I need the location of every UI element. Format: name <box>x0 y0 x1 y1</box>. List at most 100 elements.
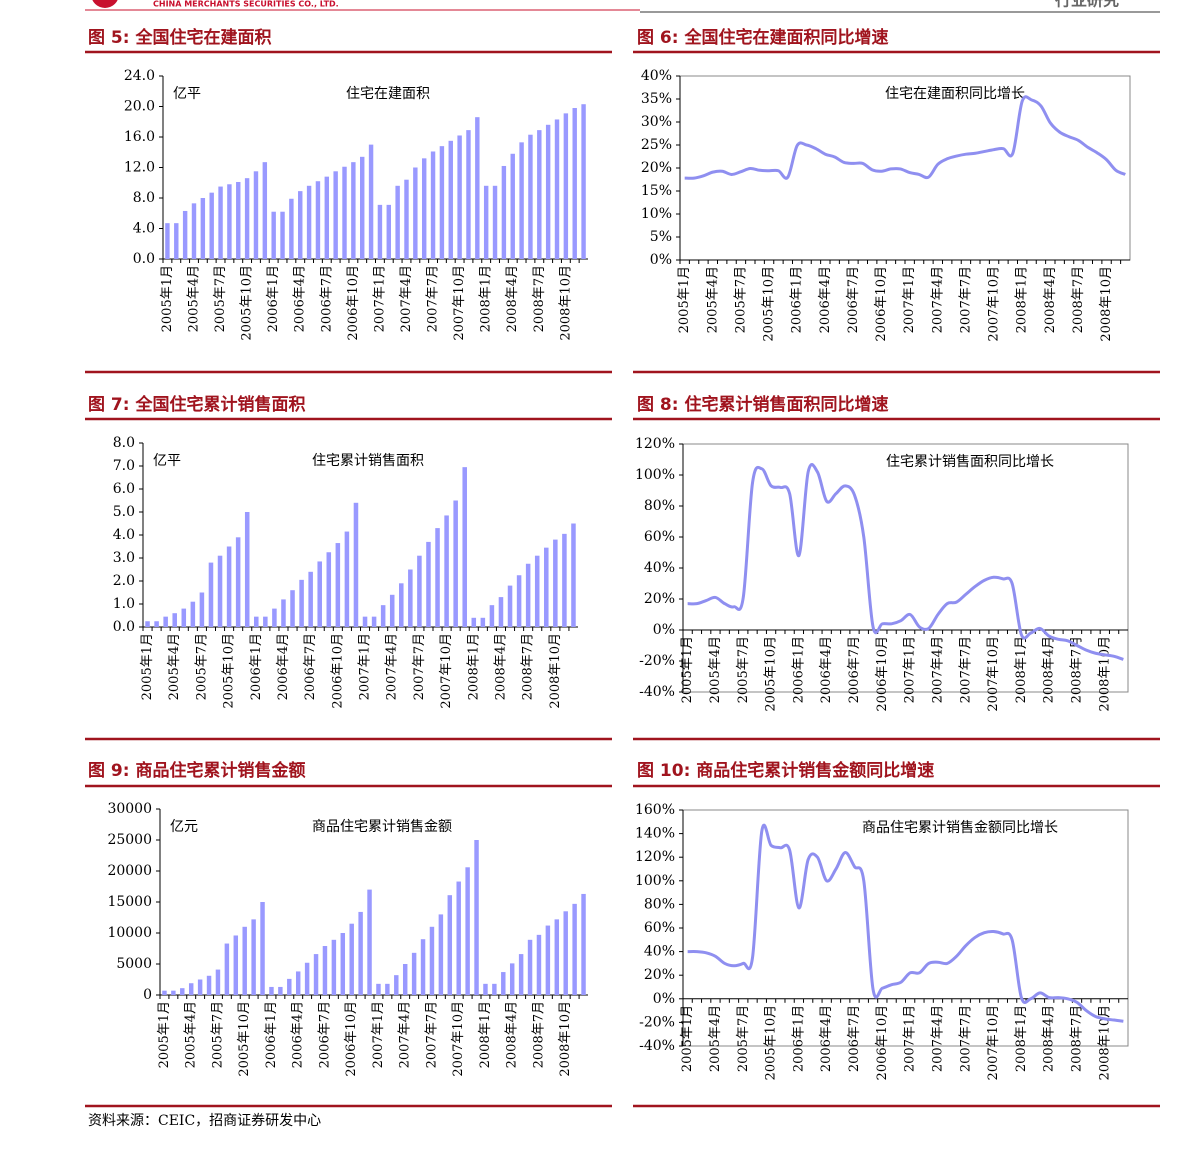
bar <box>162 990 167 995</box>
y-tick-label: 15% <box>641 183 672 199</box>
x-tick-label: 2007年10月 <box>439 633 454 709</box>
bar <box>444 515 449 627</box>
series-name: 住宅累计销售面积 <box>312 453 424 469</box>
x-tick-label: 2007年7月 <box>958 636 973 703</box>
x-tick-label: 2006年4月 <box>293 265 308 332</box>
bar <box>208 562 214 627</box>
x-tick-label: 2005年4月 <box>184 1001 199 1068</box>
line-series <box>687 462 1124 661</box>
y-tick-label: 0 <box>143 987 152 1003</box>
x-tick-label: 2006年10月 <box>330 633 345 709</box>
y-tick-label: -20% <box>639 1014 675 1030</box>
x-tick-label: 2007年10月 <box>451 1001 466 1077</box>
bar <box>421 158 427 259</box>
bar <box>389 594 395 627</box>
bar <box>172 613 177 627</box>
y-tick-label: 15000 <box>107 894 152 910</box>
x-tick-label: 2006年7月 <box>317 1001 332 1068</box>
bar <box>413 167 418 259</box>
y-tick-label: 60% <box>644 920 675 936</box>
bar <box>429 926 435 995</box>
bar <box>395 185 400 259</box>
bar <box>317 561 322 627</box>
bar <box>525 563 531 627</box>
bar <box>448 140 453 259</box>
x-tick-label: 2008年4月 <box>505 1001 520 1068</box>
bar <box>351 162 356 259</box>
x-tick-label: 2005年10月 <box>222 633 237 709</box>
bar <box>295 971 301 995</box>
bar <box>180 988 185 995</box>
x-tick-label: 2008年10月 <box>1097 1005 1112 1081</box>
bar <box>516 575 522 627</box>
y-tick-label: 20.0 <box>124 99 155 115</box>
x-tick-label: 2006年4月 <box>291 1001 306 1068</box>
bar <box>260 902 265 995</box>
bar <box>480 617 486 627</box>
bar <box>272 608 277 627</box>
y-tick-label: 100% <box>635 467 675 483</box>
bar <box>581 893 586 995</box>
x-tick-label: 2008年4月 <box>1043 266 1058 333</box>
bar <box>554 919 560 995</box>
bar <box>435 528 440 627</box>
bar <box>215 969 221 995</box>
bar <box>453 500 458 627</box>
y-tick-label: 4.0 <box>133 221 155 237</box>
bar <box>242 926 247 995</box>
bar <box>304 962 310 995</box>
bar <box>281 599 286 627</box>
bar <box>262 162 268 259</box>
y-tick-label: 2.0 <box>113 573 135 589</box>
x-tick-label: 2006年1月 <box>790 266 805 333</box>
x-tick-label: 2008年7月 <box>1070 1005 1085 1072</box>
bar <box>244 512 250 627</box>
x-tick-label: 2006年4月 <box>818 266 833 333</box>
y-tick-label: 5% <box>650 229 672 245</box>
x-tick-label: 2005年1月 <box>160 265 175 332</box>
bar <box>553 539 558 627</box>
bar <box>165 223 170 259</box>
y-tick-label: -40% <box>639 1038 675 1054</box>
bar <box>271 211 276 259</box>
bar <box>492 983 497 995</box>
x-tick-label: 2005年4月 <box>186 265 201 332</box>
bar <box>447 895 453 995</box>
x-tick-label: 2005年1月 <box>140 633 155 700</box>
x-tick-label: 2006年10月 <box>346 265 361 341</box>
x-tick-label: 2008年4月 <box>493 633 508 700</box>
y-tick-label: 0% <box>653 991 675 1007</box>
y-tick-label: 20% <box>644 591 675 607</box>
x-tick-label: 2005年4月 <box>708 636 723 703</box>
y-tick-label: 60% <box>644 529 675 545</box>
bar <box>380 605 386 627</box>
figure-caption: 图 8: 住宅累计销售面积同比增速 <box>637 394 888 415</box>
bar <box>489 605 495 627</box>
bar <box>340 933 346 995</box>
bar <box>206 975 212 995</box>
x-tick-label: 2007年7月 <box>958 1005 973 1072</box>
x-tick-label: 2008年1月 <box>479 265 494 332</box>
x-tick-label: 2005年1月 <box>680 636 695 703</box>
y-tick-label: 40% <box>644 560 675 576</box>
x-tick-label: 2007年7月 <box>426 265 441 332</box>
series-name: 住宅累计销售面积同比增长 <box>886 454 1054 470</box>
bar <box>371 616 377 627</box>
x-tick-label: 2007年1月 <box>371 1001 386 1068</box>
y-tick-label: -20% <box>639 653 675 669</box>
x-tick-label: 2005年7月 <box>213 265 228 332</box>
bar <box>290 590 295 627</box>
x-tick-label: 2005年10月 <box>764 636 779 712</box>
x-tick-label: 2006年10月 <box>875 636 890 712</box>
bar <box>218 186 223 259</box>
x-tick-label: 2007年1月 <box>358 633 373 700</box>
bar <box>483 185 489 259</box>
y-tick-label: 3.0 <box>113 550 135 566</box>
bar <box>188 983 194 995</box>
x-tick-label: 2005年10月 <box>240 265 255 341</box>
x-tick-label: 2008年7月 <box>532 265 547 332</box>
x-tick-label: 2005年4月 <box>705 266 720 333</box>
x-tick-label: 2005年1月 <box>680 1005 695 1072</box>
bar <box>197 979 203 995</box>
bar <box>308 571 313 627</box>
